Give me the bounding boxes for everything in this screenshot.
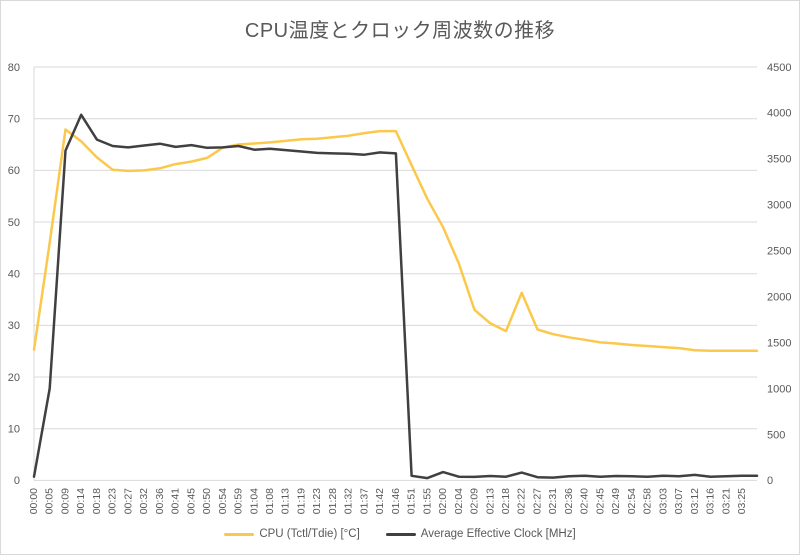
x-axis-label: 02:36 bbox=[563, 488, 575, 514]
x-axis-label: 02:27 bbox=[532, 488, 544, 514]
y-left-tick-label: 60 bbox=[8, 165, 20, 177]
y-right-tick-label: 3000 bbox=[767, 200, 791, 212]
legend-item-temperature: CPU (Tctl/Tdie) [°C] bbox=[224, 528, 360, 540]
x-axis-label: 03:25 bbox=[736, 488, 748, 514]
x-axis-label: 01:32 bbox=[343, 488, 355, 514]
x-axis-label: 02:58 bbox=[642, 488, 654, 514]
x-axis-label: 01:55 bbox=[421, 488, 433, 514]
y-left-tick-label: 0 bbox=[14, 475, 20, 487]
y-right-tick-label: 1500 bbox=[767, 337, 791, 349]
y-left-tick-label: 70 bbox=[8, 114, 20, 126]
x-axis-label: 02:31 bbox=[547, 488, 559, 514]
x-axis-label: 02:49 bbox=[610, 488, 622, 514]
x-axis-label: 03:16 bbox=[705, 488, 717, 514]
x-axis-label: 01:23 bbox=[311, 488, 323, 514]
x-axis-label: 00:36 bbox=[154, 488, 166, 514]
legend-label-clock: Average Effective Clock [MHz] bbox=[420, 528, 576, 540]
chart-title: CPU温度とクロック周波数の推移 bbox=[244, 20, 556, 42]
y-right-tick-label: 2000 bbox=[767, 292, 791, 304]
legend: CPU (Tctl/Tdie) [°C] Average Effective C… bbox=[1, 528, 799, 540]
x-axis-label: 01:46 bbox=[390, 488, 402, 514]
x-axis-label: 01:42 bbox=[374, 488, 386, 514]
clock-line-swatch bbox=[385, 532, 416, 536]
x-axis-label: 00:14 bbox=[75, 488, 87, 514]
y-left-tick-label: 50 bbox=[8, 217, 20, 229]
x-axis-label: 02:54 bbox=[626, 488, 638, 514]
x-axis-label: 01:28 bbox=[327, 488, 339, 514]
x-axis-label: 03:03 bbox=[657, 488, 669, 514]
x-axis-label: 00:23 bbox=[107, 488, 119, 514]
x-axis-label: 01:51 bbox=[406, 488, 418, 514]
x-axis-label: 03:12 bbox=[689, 488, 701, 514]
x-axis-label: 00:18 bbox=[91, 488, 103, 514]
x-axis-label: 02:45 bbox=[594, 488, 606, 514]
x-axis-label: 03:21 bbox=[720, 488, 732, 514]
x-axis-label: 00:09 bbox=[60, 488, 72, 514]
y-right-tick-label: 0 bbox=[767, 475, 773, 487]
legend-item-clock: Average Effective Clock [MHz] bbox=[385, 528, 576, 540]
x-axis-label: 01:13 bbox=[280, 488, 292, 514]
x-axis-label: 00:41 bbox=[170, 488, 182, 514]
x-axis-label: 01:08 bbox=[264, 488, 276, 514]
x-axis-label: 00:45 bbox=[185, 488, 197, 514]
x-axis-label: 00:00 bbox=[28, 488, 40, 514]
y-right-tick-label: 2500 bbox=[767, 246, 791, 258]
x-axis-label: 02:00 bbox=[437, 488, 449, 514]
clock-line bbox=[32, 113, 759, 480]
x-axis-label: 00:59 bbox=[233, 488, 245, 514]
x-axis-label: 02:22 bbox=[516, 488, 528, 514]
x-axis-label: 01:04 bbox=[248, 488, 260, 514]
y-left-tick-label: 30 bbox=[8, 320, 20, 332]
y-right-tick-label: 4000 bbox=[767, 108, 791, 120]
x-axis-label: 00:54 bbox=[217, 488, 229, 514]
x-axis-label: 00:27 bbox=[122, 488, 134, 514]
x-axis-label: 00:50 bbox=[201, 488, 213, 514]
temperature-line bbox=[32, 128, 759, 352]
temperature-line-swatch bbox=[224, 532, 255, 536]
x-axis-label: 01:37 bbox=[358, 488, 370, 514]
y-right-tick-label: 1000 bbox=[767, 383, 791, 395]
y-right-tick-label: 4500 bbox=[767, 62, 791, 74]
legend-label-temperature: CPU (Tctl/Tdie) [°C] bbox=[259, 528, 360, 540]
x-axis-label: 01:19 bbox=[296, 488, 308, 514]
y-left-tick-label: 20 bbox=[8, 372, 20, 384]
x-axis-label: 02:18 bbox=[500, 488, 512, 514]
x-axis-label: 02:09 bbox=[469, 488, 481, 514]
y-left-tick-label: 40 bbox=[8, 269, 20, 281]
y-right-tick-label: 500 bbox=[767, 429, 785, 441]
x-axis-label: 03:07 bbox=[673, 488, 685, 514]
y-right-tick-label: 3500 bbox=[767, 154, 791, 166]
x-axis-label: 02:04 bbox=[453, 488, 465, 514]
x-axis-label: 02:40 bbox=[579, 488, 591, 514]
x-axis-label: 00:05 bbox=[44, 488, 56, 514]
x-axis-label: 02:13 bbox=[484, 488, 496, 514]
y-left-tick-label: 10 bbox=[8, 424, 20, 436]
y-left-tick-label: 80 bbox=[8, 62, 20, 74]
x-axis-label: 00:32 bbox=[138, 488, 150, 514]
